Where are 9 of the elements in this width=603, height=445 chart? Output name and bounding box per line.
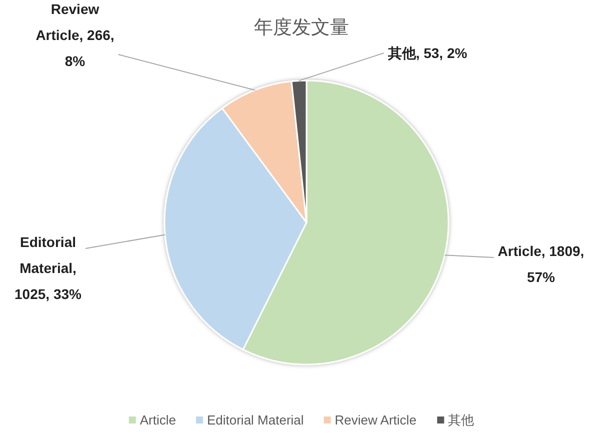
data-label: Editorial Material, 1025, 33% (14, 234, 82, 302)
legend-label: 其他 (448, 412, 474, 428)
data-label: Review Article, 266, 8% (36, 1, 114, 69)
legend-label: Article (140, 412, 176, 428)
text: 年度发文量 (254, 16, 349, 38)
data-label: Article, 1809, 57% (498, 243, 584, 285)
data-label: 其他, 53, 2% (386, 45, 468, 61)
legend-label: Editorial Material (206, 412, 304, 428)
legend-label: Review Article (334, 412, 416, 428)
